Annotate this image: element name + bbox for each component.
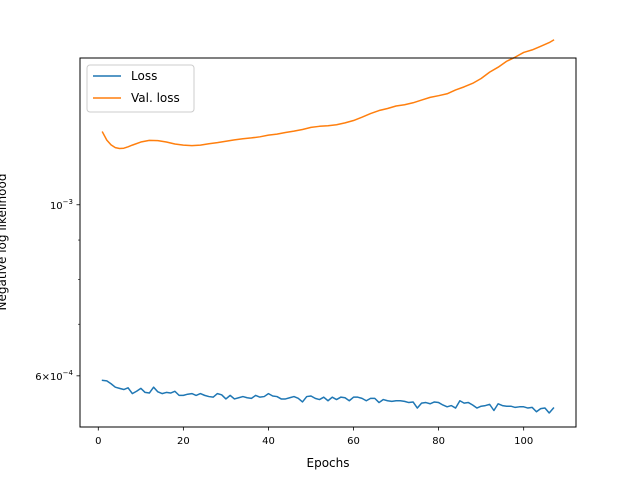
y-axis: 6×10−4 10−3 <box>35 198 80 383</box>
series-line-2 <box>101 39 555 150</box>
x-tick-label: 0 <box>95 436 101 447</box>
y-axis-label: Negative log likelihood <box>0 174 9 311</box>
x-tick-label: 100 <box>514 436 533 447</box>
axes-frame <box>79 57 577 428</box>
y-tick-label: 6×10−4 <box>35 369 73 383</box>
legend-label: Loss <box>131 69 157 83</box>
x-tick-label: 40 <box>262 436 275 447</box>
plot-area <box>101 39 555 414</box>
x-tick-label: 60 <box>347 436 360 447</box>
x-tick-label: 20 <box>177 436 190 447</box>
x-tick-label: 80 <box>432 436 445 447</box>
legend: Loss Val. loss <box>86 64 195 113</box>
x-axis-label: Epochs <box>307 456 350 470</box>
legend-label: Val. loss <box>131 91 180 105</box>
series-line-1 <box>101 379 555 414</box>
x-axis: 0 20 40 60 80 100 <box>95 427 533 447</box>
y-tick-label: 10−3 <box>50 198 73 212</box>
